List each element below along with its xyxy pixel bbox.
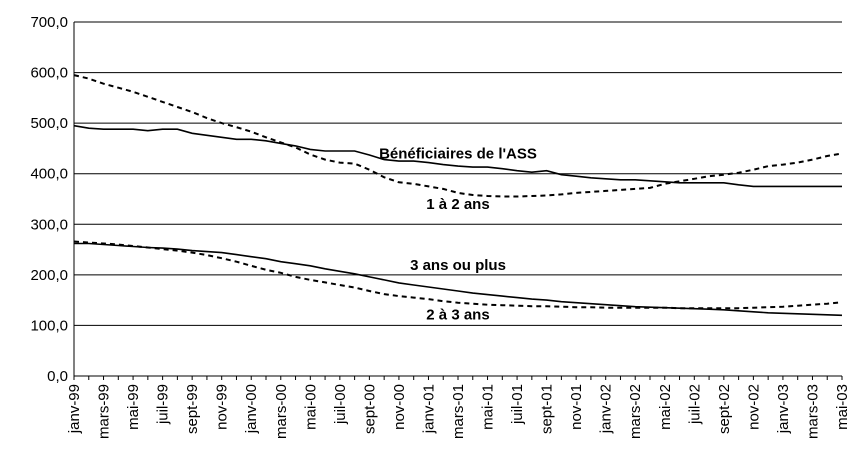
- series-label: 1 à 2 ans: [426, 196, 489, 213]
- y-tick-label: 500,0: [30, 115, 68, 132]
- x-tick-label: juil-01: [509, 384, 526, 425]
- x-tick-label: mai-01: [480, 384, 497, 430]
- x-tick-label: mars-02: [627, 384, 644, 439]
- x-tick-label: sept-99: [184, 384, 201, 434]
- y-axis-tick-labels: 0,0 100,0 200,0 300,0 400,0 500,0 600,0 700,0: [30, 14, 68, 385]
- series-line: [73, 124, 842, 188]
- series-line: [73, 240, 843, 310]
- series-lines: [73, 74, 843, 317]
- y-tick-label: 300,0: [30, 216, 68, 233]
- x-tick-label: mai-99: [125, 384, 142, 430]
- y-tick-label: 400,0: [30, 166, 68, 183]
- x-tick-label: janv-00: [243, 384, 260, 434]
- y-tick-label: 600,0: [30, 65, 68, 82]
- x-tick-label: mai-00: [302, 384, 319, 430]
- x-tick-label: sept-00: [361, 384, 378, 434]
- x-tick-label: mars-00: [273, 384, 290, 439]
- y-tick-label: 0,0: [47, 368, 68, 385]
- x-tick-label: mars-01: [450, 384, 467, 439]
- series-label: 2 à 3 ans: [426, 306, 489, 323]
- axes: [73, 22, 843, 380]
- x-tick-label: sept-01: [539, 384, 556, 434]
- y-tick-label: 200,0: [30, 267, 68, 284]
- series-line: [73, 74, 843, 198]
- x-tick-label: janv-03: [775, 384, 792, 434]
- series-label: 3 ans ou plus: [410, 257, 506, 274]
- y-tick-label: 700,0: [30, 14, 68, 31]
- series-annotations: Bénéficiaires de l'ASS 1 à 2 ans 3 ans ou …: [379, 146, 537, 324]
- x-tick-label: nov-00: [391, 384, 408, 430]
- x-tick-label: nov-02: [745, 384, 762, 430]
- x-tick-label: janv-99: [66, 384, 83, 434]
- x-tick-label: nov-01: [568, 384, 585, 430]
- y-tick-label: 100,0: [30, 317, 68, 334]
- x-tick-label: mai-02: [657, 384, 674, 430]
- series-line: [74, 242, 843, 317]
- series-label: Bénéficiaires de l'ASS: [379, 146, 537, 163]
- x-tick-label: janv-01: [420, 384, 437, 434]
- x-tick-label: nov-99: [214, 384, 231, 430]
- x-tick-label: juil-02: [686, 384, 703, 425]
- x-tick-label: mai-03: [834, 384, 847, 430]
- x-tick-label: juil-00: [332, 384, 349, 425]
- x-tick-label: juil-99: [155, 384, 172, 425]
- x-tick-label: janv-02: [598, 384, 615, 434]
- x-tick-label: sept-02: [716, 384, 733, 434]
- x-axis-tick-labels: janv-99 mars-99 mai-99 juil-99 sept-99 nov-99…: [66, 384, 847, 439]
- x-tick-label: mars-99: [96, 384, 113, 439]
- gridlines: [74, 21, 842, 326]
- x-tick-label: mars-03: [804, 384, 821, 439]
